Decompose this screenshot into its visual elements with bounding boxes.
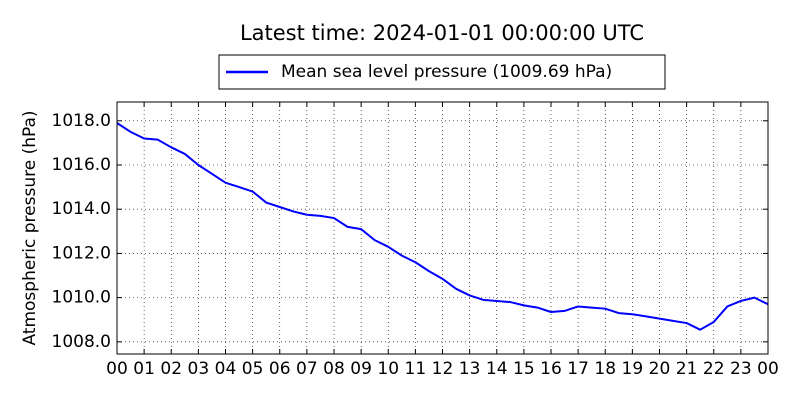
- x-tick-label: 18: [594, 359, 616, 379]
- x-tick-label: 04: [215, 359, 237, 379]
- x-tick-label: 11: [405, 359, 427, 379]
- x-tick-label: 12: [432, 359, 454, 379]
- x-tick-label: 09: [350, 359, 372, 379]
- chart-title: Latest time: 2024-01-01 00:00:00 UTC: [240, 21, 644, 45]
- x-tick-label: 16: [540, 359, 562, 379]
- x-tick-label: 08: [323, 359, 345, 379]
- x-tick-label: 00: [757, 359, 779, 379]
- y-tick-label: 1016.0: [52, 155, 111, 175]
- y-tick-label: 1012.0: [52, 243, 111, 263]
- line: [116, 122, 769, 331]
- legend-label: Mean sea level pressure (1009.69 hPa): [281, 62, 612, 82]
- x-tick-label: 07: [296, 359, 318, 379]
- x-tick-label: 20: [649, 359, 671, 379]
- x-tick-label: 00: [106, 359, 128, 379]
- x-tick-label: 06: [269, 359, 291, 379]
- x-tick-label: 03: [188, 359, 210, 379]
- x-tick-label: 22: [703, 359, 725, 379]
- plot-frame: [116, 101, 769, 355]
- x-tick-label: 13: [459, 359, 481, 379]
- x-tick-label: 21: [676, 359, 698, 379]
- x-tick-label: 17: [567, 359, 589, 379]
- x-tick-label: 10: [377, 359, 399, 379]
- x-tick-label: 01: [133, 359, 155, 379]
- y-axis-label: Atmospheric pressure (hPa): [20, 110, 40, 345]
- x-tick-label: 02: [160, 359, 182, 379]
- y-tick-label: 1008.0: [52, 332, 111, 352]
- legend-box: [218, 54, 666, 90]
- y-tick-label: 1018.0: [52, 111, 111, 131]
- x-tick-label: 15: [513, 359, 535, 379]
- x-tick-label: 19: [622, 359, 644, 379]
- x-tick-label: 05: [242, 359, 264, 379]
- y-tick-label: 1010.0: [52, 288, 111, 308]
- y-tick-label: 1014.0: [52, 199, 111, 219]
- x-tick-label: 23: [730, 359, 752, 379]
- x-tick-label: 14: [486, 359, 508, 379]
